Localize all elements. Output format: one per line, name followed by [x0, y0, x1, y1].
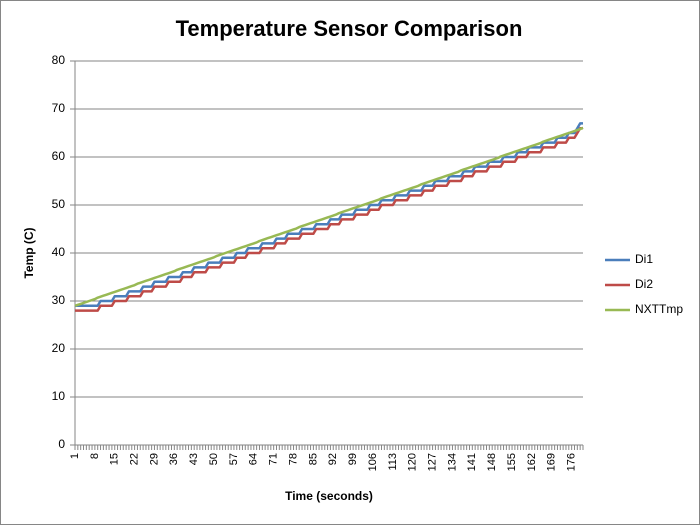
- x-tick-label: 120: [407, 453, 419, 471]
- x-tick-label: 85: [307, 453, 319, 465]
- x-tick-label: 106: [367, 453, 379, 471]
- series-line: [75, 122, 583, 308]
- y-axis-label: Temp (C): [22, 227, 36, 278]
- legend-label: NXTTmp: [635, 302, 683, 316]
- x-tick-label: 169: [546, 453, 558, 471]
- x-tick-label: 64: [248, 453, 260, 465]
- x-tick-label: 162: [526, 453, 538, 471]
- x-tick-label: 99: [347, 453, 359, 465]
- x-tick-label: 36: [168, 453, 180, 465]
- x-tick-label: 113: [387, 453, 399, 471]
- y-tick-label: 70: [52, 101, 66, 115]
- x-tick-label: 78: [287, 453, 299, 465]
- y-tick-label: 10: [52, 389, 66, 403]
- x-tick-label: 92: [327, 453, 339, 465]
- x-tick-label: 148: [486, 453, 498, 471]
- x-tick-label: 8: [89, 453, 101, 459]
- x-axis-label: Time (seconds): [285, 489, 373, 503]
- x-tick-label: 29: [148, 453, 160, 465]
- x-tick-label: 15: [109, 453, 121, 465]
- x-tick-label: 50: [208, 453, 220, 465]
- x-tick-label: 71: [268, 453, 280, 465]
- series-line: [75, 126, 583, 312]
- x-tick-label: 134: [446, 453, 458, 471]
- y-tick-label: 20: [52, 341, 66, 355]
- legend-label: Di1: [635, 252, 653, 266]
- x-tick-label: 155: [506, 453, 518, 471]
- y-tick-label: 50: [52, 197, 66, 211]
- y-tick-label: 60: [52, 149, 66, 163]
- chart-title: Temperature Sensor Comparison: [176, 16, 523, 41]
- y-tick-label: 30: [52, 293, 66, 307]
- x-tick-label: 141: [466, 453, 478, 471]
- y-tick-label: 40: [52, 245, 66, 259]
- series-line: [74, 126, 584, 307]
- x-tick-label: 43: [188, 453, 200, 465]
- y-tick-label: 0: [58, 437, 65, 451]
- x-tick-label: 22: [129, 453, 141, 465]
- x-tick-label: 176: [566, 453, 578, 471]
- legend-label: Di2: [635, 277, 653, 291]
- x-tick-label: 1: [69, 453, 81, 459]
- x-tick-label: 127: [426, 453, 438, 471]
- x-tick-label: 57: [228, 453, 240, 465]
- y-tick-label: 80: [52, 53, 66, 67]
